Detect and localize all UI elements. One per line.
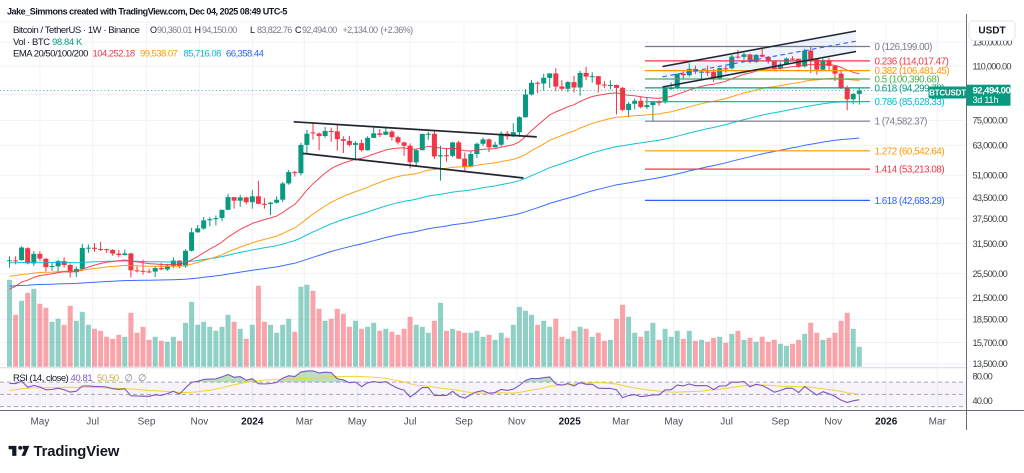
svg-text:BTCUSDT: BTCUSDT <box>929 89 966 98</box>
svg-text:0.382 (106,481.45): 0.382 (106,481.45) <box>875 66 950 77</box>
svg-text:13,500.00: 13,500.00 <box>973 359 1008 369</box>
svg-text:40.81: 40.81 <box>71 373 93 384</box>
svg-text:Mar: Mar <box>612 417 630 428</box>
svg-text:C: C <box>295 25 302 35</box>
svg-text:2025: 2025 <box>559 417 582 428</box>
svg-text:Jul: Jul <box>404 417 417 428</box>
svg-text:May: May <box>348 417 367 428</box>
svg-text:1 (74,582.37): 1 (74,582.37) <box>875 117 928 128</box>
svg-text:L: L <box>250 25 255 35</box>
svg-text:94,150.00: 94,150.00 <box>202 25 237 35</box>
svg-text:1.272 (60,542.64): 1.272 (60,542.64) <box>875 146 945 157</box>
svg-text:98.84 K: 98.84 K <box>52 37 83 48</box>
svg-text:3d 11h: 3d 11h <box>973 95 999 105</box>
svg-text:110,000.00: 110,000.00 <box>973 61 1012 71</box>
svg-text:18,500.00: 18,500.00 <box>973 315 1008 325</box>
svg-text:43,500.00: 43,500.00 <box>973 193 1008 203</box>
svg-text:Sep: Sep <box>772 417 790 428</box>
svg-text:Nov: Nov <box>824 417 842 428</box>
svg-text:130,000.00: 130,000.00 <box>973 38 1013 48</box>
svg-text:∅: ∅ <box>138 373 146 384</box>
svg-text:1.414 (53,213.08): 1.414 (53,213.08) <box>875 165 945 176</box>
svg-text:RSI (14, close): RSI (14, close) <box>13 373 69 384</box>
svg-text:83,822.76: 83,822.76 <box>257 25 292 35</box>
svg-text:Nov: Nov <box>508 417 526 428</box>
svg-text:Nov: Nov <box>191 417 209 428</box>
svg-text:15,700.00: 15,700.00 <box>973 338 1008 348</box>
svg-text:2024: 2024 <box>241 417 264 428</box>
svg-text:Mar: Mar <box>929 417 947 428</box>
svg-text:0.786 (85,628.33): 0.786 (85,628.33) <box>875 97 945 108</box>
svg-text:Mar: Mar <box>296 417 314 428</box>
svg-text:21,500.00: 21,500.00 <box>973 293 1008 303</box>
svg-text:92,494.00: 92,494.00 <box>302 25 337 35</box>
svg-text:63,000.00: 63,000.00 <box>973 141 1008 151</box>
svg-text:TradingView: TradingView <box>34 444 120 460</box>
svg-text:Bitcoin / TetherUS · 1W · Bina: Bitcoin / TetherUS · 1W · Binance <box>13 25 140 36</box>
svg-text:104,252.18: 104,252.18 <box>93 49 135 60</box>
svg-text:90,360.01: 90,360.01 <box>157 25 192 35</box>
svg-text:31,500.00: 31,500.00 <box>973 239 1008 249</box>
svg-text:80.00: 80.00 <box>973 371 993 381</box>
svg-text:H: H <box>195 25 201 35</box>
svg-text:USDT: USDT <box>978 26 1005 37</box>
svg-text:May: May <box>30 417 49 428</box>
svg-text:EMA 20/50/100/200: EMA 20/50/100/200 <box>13 49 88 60</box>
svg-text:0.236 (114,017.47): 0.236 (114,017.47) <box>875 56 949 67</box>
svg-text:50.50: 50.50 <box>97 373 119 384</box>
svg-text:75,000.00: 75,000.00 <box>973 116 1008 126</box>
svg-text:25,500.00: 25,500.00 <box>973 269 1008 279</box>
svg-text:(+2.36%): (+2.36%) <box>381 25 414 35</box>
svg-text:O: O <box>150 25 157 35</box>
svg-text:Sep: Sep <box>455 417 473 428</box>
svg-text:37,500.00: 37,500.00 <box>973 214 1008 224</box>
svg-text:May: May <box>664 417 683 428</box>
svg-text:Jul: Jul <box>720 417 733 428</box>
svg-text:0 (126,199.00): 0 (126,199.00) <box>875 42 933 53</box>
svg-text:∅: ∅ <box>125 373 133 384</box>
svg-text:85,716.08: 85,716.08 <box>184 49 222 60</box>
svg-text:Sep: Sep <box>138 417 156 428</box>
svg-text:40.00: 40.00 <box>973 396 993 406</box>
svg-text:51,000.00: 51,000.00 <box>973 171 1008 181</box>
svg-text:0.5 (100,390.68): 0.5 (100,390.68) <box>875 75 940 86</box>
svg-text:0.618 (94,299.70): 0.618 (94,299.70) <box>875 83 945 94</box>
svg-text:Jul: Jul <box>86 417 99 428</box>
svg-text:Vol · BTC: Vol · BTC <box>13 37 50 48</box>
svg-text:1.618 (42,683.29): 1.618 (42,683.29) <box>875 196 945 207</box>
svg-text:66,358.44: 66,358.44 <box>226 49 264 60</box>
svg-text:Jake_Simmons created with Trad: Jake_Simmons created with TradingView.co… <box>7 7 287 17</box>
svg-text:2026: 2026 <box>875 417 898 428</box>
svg-text:99,538.07: 99,538.07 <box>140 49 178 60</box>
svg-text:92,494.00: 92,494.00 <box>973 85 1011 96</box>
svg-text:+2,134.00: +2,134.00 <box>343 25 378 35</box>
